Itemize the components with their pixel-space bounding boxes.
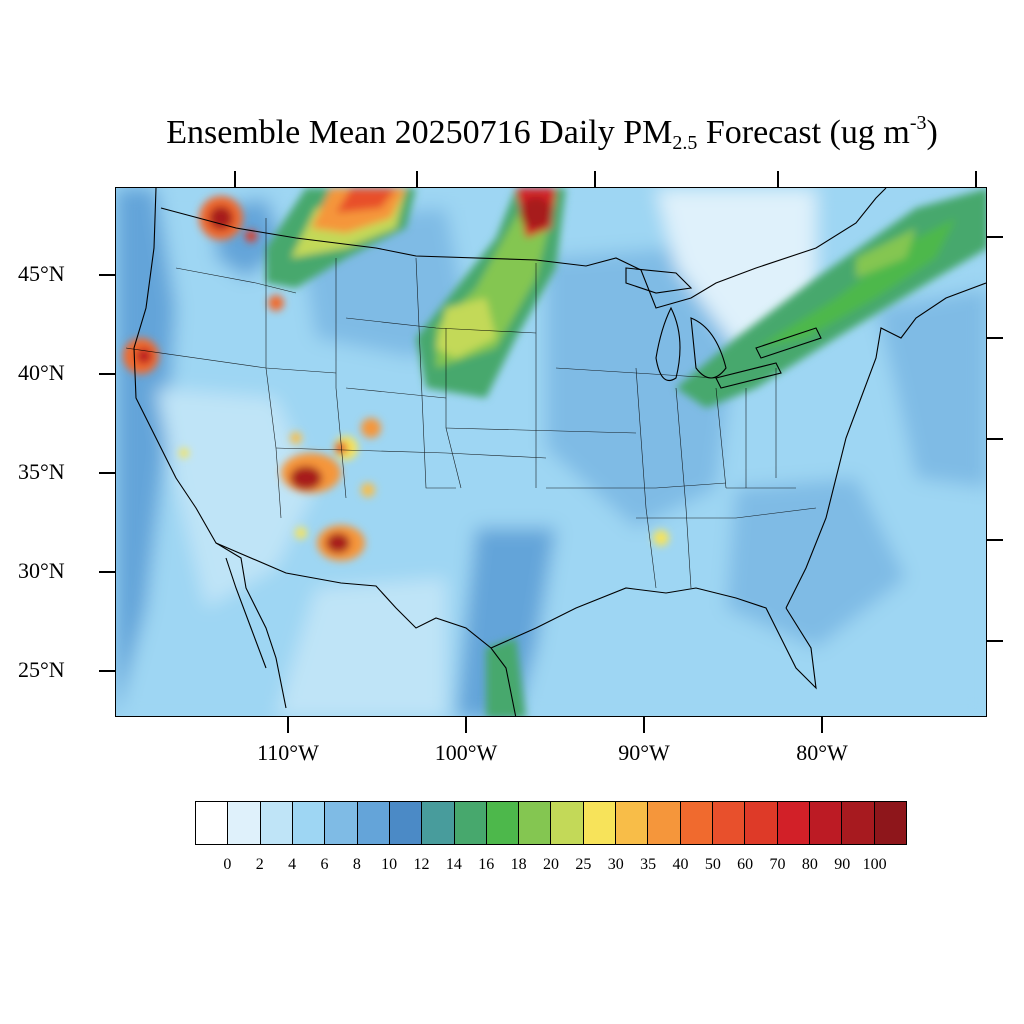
colorbar-label: 18 (510, 856, 527, 873)
top-tick (777, 171, 779, 187)
colorbar-box (777, 802, 810, 844)
top-tick (594, 171, 596, 187)
left-tick (99, 373, 115, 375)
colorbar-box (616, 802, 649, 844)
bottom-tick (287, 717, 289, 733)
left-tick (99, 571, 115, 573)
lat-label-40n: 40°N (18, 360, 65, 385)
top-tick (234, 171, 236, 187)
colorbar-label: 100 (862, 856, 887, 873)
colorbar (195, 801, 907, 845)
colorbar-box (680, 802, 713, 844)
colorbar-label: 10 (381, 856, 398, 873)
left-tick (99, 274, 115, 276)
colorbar-label: 14 (445, 856, 462, 873)
colorbar-label: 25 (575, 856, 592, 873)
colorbar-box (583, 802, 617, 844)
colorbar-box (874, 802, 906, 844)
colorbar-box (389, 802, 423, 844)
colorbar-box (486, 802, 520, 844)
colorbar-label: 30 (607, 856, 624, 873)
lon-label-100w: 100°W (434, 740, 498, 765)
colorbar-label: 20 (543, 856, 559, 873)
right-tick (987, 539, 1003, 541)
lat-label-25n: 25°N (18, 657, 65, 682)
left-tick (99, 472, 115, 474)
right-tick (987, 337, 1003, 339)
lon-label-110w: 110°W (257, 740, 319, 765)
colorbar-box (551, 802, 584, 844)
pm25-field (116, 188, 986, 716)
colorbar-box (648, 802, 681, 844)
colorbar-label: 16 (478, 856, 495, 873)
pm25-map (115, 187, 987, 717)
lon-label-80w: 80°W (796, 740, 848, 765)
lat-label-45n: 45°N (18, 261, 65, 286)
colorbar-label: 6 (320, 856, 329, 873)
colorbar-label: 12 (413, 856, 430, 873)
colorbar-box (809, 802, 843, 844)
colorbar-box (745, 802, 778, 844)
lat-label-35n: 35°N (18, 459, 65, 484)
lat-label-30n: 30°N (18, 558, 65, 583)
colorbar-box (260, 802, 293, 844)
colorbar-label: 90 (834, 856, 851, 873)
colorbar-box (357, 802, 390, 844)
top-tick (975, 171, 977, 187)
right-tick (987, 640, 1003, 642)
colorbar-label: 70 (769, 856, 786, 873)
colorbar-label: 60 (737, 856, 754, 873)
bottom-tick (465, 717, 467, 733)
colorbar-box (196, 802, 229, 844)
right-tick (987, 236, 1003, 238)
colorbar-box (519, 802, 552, 844)
colorbar-label: 8 (352, 856, 361, 873)
colorbar-box (454, 802, 487, 844)
colorbar-label: 2 (255, 856, 264, 873)
colorbar-label: 50 (704, 856, 721, 873)
bottom-tick (643, 717, 645, 733)
colorbar-box (422, 802, 455, 844)
map-title: Ensemble Mean 20250716 Daily PM2.5 Forec… (166, 112, 938, 154)
bottom-tick (821, 717, 823, 733)
colorbar-box (228, 802, 261, 844)
colorbar-label: 4 (288, 856, 297, 873)
colorbar-label: 80 (801, 856, 818, 873)
left-tick (99, 670, 115, 672)
colorbar-label: 35 (640, 856, 657, 873)
colorbar-box (292, 802, 326, 844)
top-tick (416, 171, 418, 187)
colorbar-box (713, 802, 746, 844)
colorbar-label: 40 (672, 856, 689, 873)
colorbar-label: 0 (223, 856, 232, 873)
colorbar-box (842, 802, 875, 844)
colorbar-box (325, 802, 358, 844)
lon-label-90w: 90°W (618, 740, 670, 765)
right-tick (987, 438, 1003, 440)
